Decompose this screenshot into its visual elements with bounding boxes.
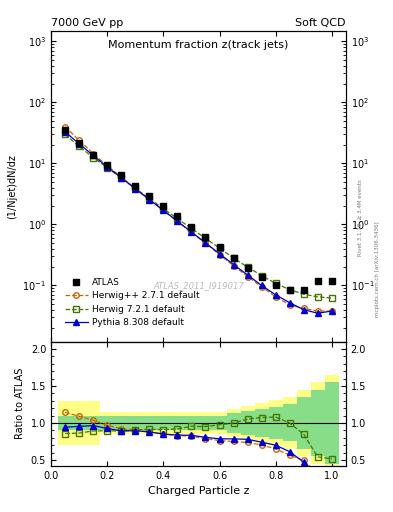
Herwig++ 2.7.1 default <box>119 174 124 180</box>
Pythia 8.308 default <box>147 197 152 203</box>
Herwig++ 2.7.1 default <box>203 240 208 246</box>
Pythia 8.308 default <box>273 292 278 298</box>
Line: Herwig 7.2.1 default: Herwig 7.2.1 default <box>62 132 334 301</box>
Herwig 7.2.1 default <box>301 291 306 297</box>
Herwig++ 2.7.1 default <box>316 308 320 314</box>
Herwig 7.2.1 default <box>329 295 334 301</box>
Herwig 7.2.1 default <box>203 236 208 242</box>
Herwig 7.2.1 default <box>77 143 81 150</box>
Herwig++ 2.7.1 default <box>231 263 236 269</box>
Pythia 8.308 default <box>161 207 166 214</box>
X-axis label: Charged Particle z: Charged Particle z <box>148 486 249 496</box>
Line: Herwig++ 2.7.1 default: Herwig++ 2.7.1 default <box>62 124 334 314</box>
Herwig 7.2.1 default <box>63 131 68 137</box>
Herwig 7.2.1 default <box>105 165 110 171</box>
Herwig++ 2.7.1 default <box>147 197 152 203</box>
Text: Soft QCD: Soft QCD <box>296 18 346 28</box>
ATLAS <box>147 193 152 199</box>
Herwig++ 2.7.1 default <box>77 137 81 143</box>
Line: ATLAS: ATLAS <box>62 127 334 292</box>
Pythia 8.308 default <box>63 129 68 135</box>
Herwig 7.2.1 default <box>217 245 222 251</box>
ATLAS <box>189 224 194 230</box>
ATLAS <box>203 234 208 240</box>
Herwig 7.2.1 default <box>316 294 320 300</box>
Herwig 7.2.1 default <box>119 175 124 181</box>
Herwig++ 2.7.1 default <box>161 207 166 214</box>
Herwig 7.2.1 default <box>189 225 194 231</box>
Line: Pythia 8.308 default: Pythia 8.308 default <box>62 129 334 316</box>
Herwig++ 2.7.1 default <box>217 251 222 258</box>
Pythia 8.308 default <box>175 218 180 224</box>
Legend: ATLAS, Herwig++ 2.7.1 default, Herwig 7.2.1 default, Pythia 8.308 default: ATLAS, Herwig++ 2.7.1 default, Herwig 7.… <box>61 274 204 331</box>
Herwig 7.2.1 default <box>133 185 138 191</box>
Herwig 7.2.1 default <box>161 205 166 211</box>
ATLAS <box>161 203 166 209</box>
ATLAS <box>77 139 81 145</box>
Herwig++ 2.7.1 default <box>273 294 278 300</box>
Herwig++ 2.7.1 default <box>301 305 306 311</box>
Herwig++ 2.7.1 default <box>91 151 95 157</box>
Pythia 8.308 default <box>189 229 194 235</box>
Pythia 8.308 default <box>316 310 320 316</box>
ATLAS <box>231 255 236 261</box>
Herwig 7.2.1 default <box>175 216 180 222</box>
Pythia 8.308 default <box>203 240 208 246</box>
ATLAS <box>217 244 222 250</box>
Pythia 8.308 default <box>217 251 222 257</box>
Herwig 7.2.1 default <box>287 287 292 293</box>
Herwig 7.2.1 default <box>273 280 278 286</box>
Pythia 8.308 default <box>119 175 124 181</box>
Pythia 8.308 default <box>133 186 138 192</box>
Pythia 8.308 default <box>301 307 306 313</box>
ATLAS <box>273 282 278 288</box>
Y-axis label: (1/Njet)dN/dz: (1/Njet)dN/dz <box>7 154 17 219</box>
Pythia 8.308 default <box>91 153 95 159</box>
Text: Rivet 3.1.10, ≥ 3.4M events: Rivet 3.1.10, ≥ 3.4M events <box>358 179 363 256</box>
Herwig 7.2.1 default <box>245 264 250 270</box>
Pythia 8.308 default <box>231 262 236 268</box>
ATLAS <box>105 162 110 168</box>
ATLAS <box>119 172 124 178</box>
Herwig 7.2.1 default <box>259 272 264 279</box>
Pythia 8.308 default <box>105 164 110 170</box>
ATLAS <box>175 214 180 220</box>
Herwig 7.2.1 default <box>231 255 236 261</box>
Herwig++ 2.7.1 default <box>245 273 250 280</box>
Text: Momentum fraction z(track jets): Momentum fraction z(track jets) <box>108 40 288 50</box>
ATLAS <box>301 287 306 293</box>
ATLAS <box>91 152 95 158</box>
Herwig++ 2.7.1 default <box>287 302 292 308</box>
Herwig++ 2.7.1 default <box>133 185 138 191</box>
Herwig++ 2.7.1 default <box>259 284 264 290</box>
Herwig++ 2.7.1 default <box>189 229 194 236</box>
ATLAS <box>133 183 138 189</box>
Text: 7000 GeV pp: 7000 GeV pp <box>51 18 123 28</box>
Text: mcplots.cern.ch [arXiv:1306.3436]: mcplots.cern.ch [arXiv:1306.3436] <box>375 221 380 316</box>
Pythia 8.308 default <box>329 308 334 314</box>
Herwig++ 2.7.1 default <box>175 218 180 224</box>
Pythia 8.308 default <box>287 300 292 306</box>
ATLAS <box>245 265 250 271</box>
ATLAS <box>259 274 264 281</box>
Text: ATLAS_2011_I919017: ATLAS_2011_I919017 <box>153 281 244 290</box>
ATLAS <box>63 127 68 133</box>
Pythia 8.308 default <box>259 282 264 288</box>
Herwig++ 2.7.1 default <box>63 123 68 130</box>
Pythia 8.308 default <box>77 141 81 147</box>
Herwig 7.2.1 default <box>147 196 152 202</box>
ATLAS <box>316 278 320 284</box>
Pythia 8.308 default <box>245 272 250 278</box>
Herwig++ 2.7.1 default <box>329 308 334 314</box>
Herwig 7.2.1 default <box>91 155 95 161</box>
ATLAS <box>329 278 334 284</box>
Herwig++ 2.7.1 default <box>105 163 110 169</box>
ATLAS <box>287 287 292 293</box>
Y-axis label: Ratio to ATLAS: Ratio to ATLAS <box>15 368 25 439</box>
